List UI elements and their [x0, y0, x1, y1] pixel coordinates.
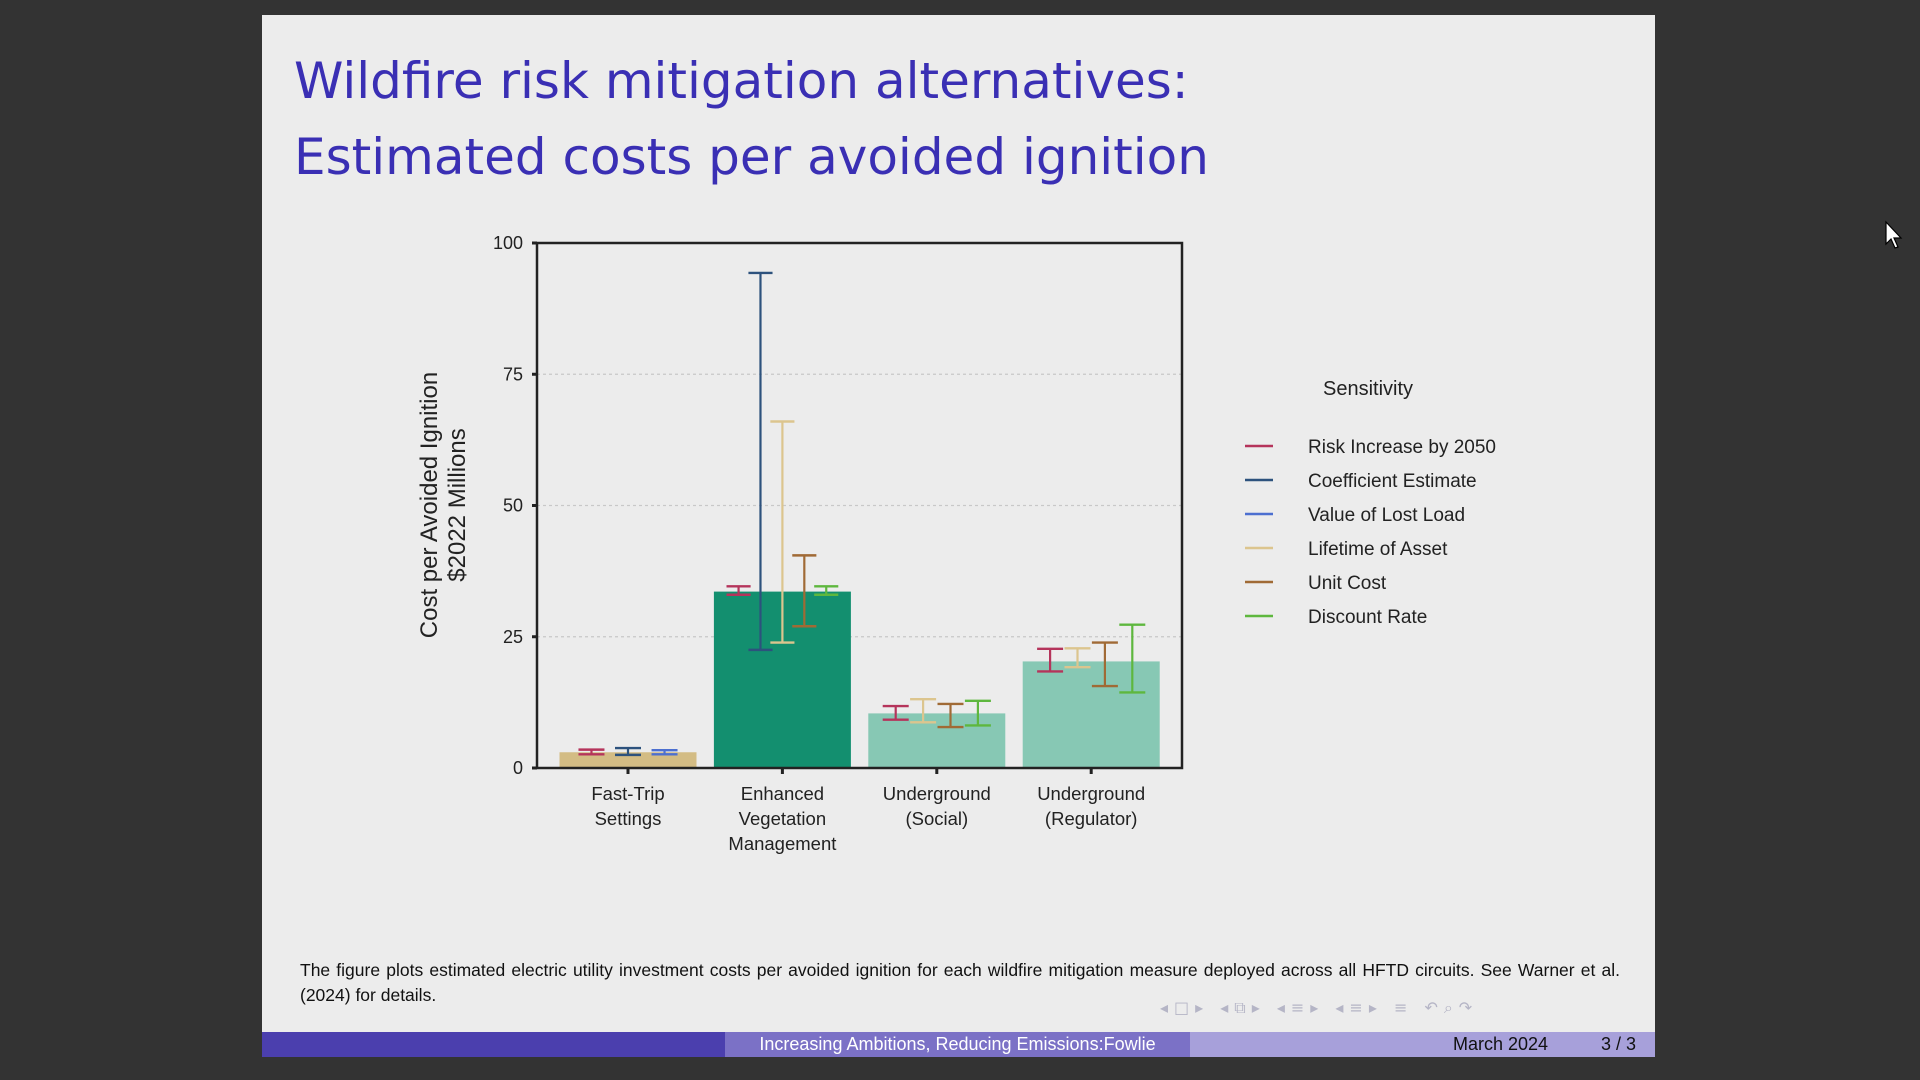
- slide-title-line2: Estimated costs per avoided ignition: [294, 128, 1209, 186]
- bar: [868, 713, 1006, 768]
- bar: [559, 752, 697, 768]
- slide-title-line1: Wildfire risk mitigation alternatives:: [294, 52, 1189, 110]
- footer-right-band: March 2024 3 / 3: [1190, 1032, 1655, 1057]
- x-tick-label: (Regulator): [1045, 808, 1138, 829]
- x-tick-label: Underground: [883, 783, 991, 804]
- legend-label: Coefficient Estimate: [1308, 471, 1477, 492]
- legend-label: Value of Lost Load: [1308, 505, 1465, 526]
- y-tick-label: 25: [503, 627, 523, 647]
- plot-frame: [535, 241, 1184, 770]
- y-axis-label-units: $2022 Millions: [444, 428, 471, 581]
- figure-caption: The figure plots estimated electric util…: [300, 960, 1620, 1005]
- footer-date: March 2024: [1453, 1034, 1549, 1054]
- x-tick-label: Vegetation: [739, 808, 826, 829]
- y-tick-label: 75: [503, 364, 523, 384]
- legend-label: Lifetime of Asset: [1308, 539, 1448, 560]
- x-tick-label: Settings: [595, 808, 662, 829]
- legend-label: Risk Increase by 2050: [1308, 437, 1496, 458]
- y-tick-label: 100: [493, 233, 523, 253]
- x-tick-label: (Social): [905, 808, 968, 829]
- legend-label: Discount Rate: [1308, 607, 1427, 628]
- y-tick-label: 0: [513, 758, 523, 778]
- bar: [1022, 661, 1160, 768]
- beamer-navigation-icons[interactable]: ◂□▸ ◂⧉▸ ◂≡▸ ◂≡▸ ≡ ↶⌕↷: [1160, 998, 1479, 1017]
- legend-label: Unit Cost: [1308, 573, 1387, 594]
- y-axis-label: Cost per Avoided Ignition: [416, 372, 443, 638]
- mouse-cursor-icon: [1885, 220, 1903, 249]
- x-tick-label: Management: [728, 833, 836, 854]
- x-tick-label: Enhanced: [741, 783, 824, 804]
- y-tick-label: 50: [503, 496, 523, 516]
- footer-title: Increasing Ambitions, Reducing Emissions…: [725, 1032, 1190, 1057]
- x-tick-label: Underground: [1037, 783, 1145, 804]
- footer-page-number: 3 / 3: [1601, 1034, 1637, 1054]
- legend-title: Sensitivity: [1323, 378, 1413, 400]
- x-tick-label: Fast-Trip: [591, 783, 664, 804]
- footer-left-band: [262, 1032, 725, 1057]
- slide: [262, 15, 1655, 1057]
